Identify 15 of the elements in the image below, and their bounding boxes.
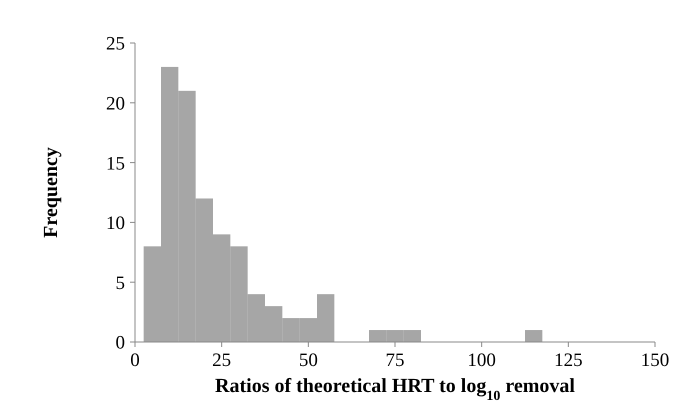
y-tick-label: 25 — [106, 34, 125, 55]
x-tick-label: 100 — [467, 350, 496, 371]
x-tick-label: 75 — [386, 350, 404, 371]
x-tick-label: 125 — [554, 350, 583, 371]
x-tick-label: 50 — [298, 350, 318, 371]
y-axis-title: Frequency — [40, 147, 62, 238]
y-tick-label: 15 — [106, 153, 125, 174]
x-tick-label: 150 — [640, 350, 670, 371]
x-axis-title: Ratios of theoretical HRT to log$_{10}$ removal — [215, 375, 576, 404]
x-tick-label: 0 — [130, 350, 140, 371]
y-tick-label: 0 — [116, 332, 125, 354]
x-tick-label: 25 — [212, 350, 232, 371]
y-tick-label: 10 — [106, 213, 125, 234]
y-tick-label: 5 — [116, 272, 125, 294]
y-tick-label: 20 — [106, 93, 125, 114]
